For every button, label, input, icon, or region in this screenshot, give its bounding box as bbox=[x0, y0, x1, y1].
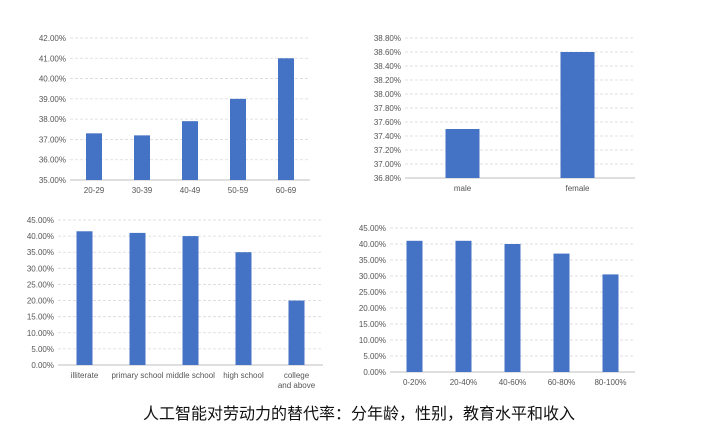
y-tick-label: 30.00% bbox=[27, 264, 54, 273]
y-tick-label: 35.00% bbox=[359, 256, 386, 265]
x-tick-label: 80-100% bbox=[594, 378, 626, 387]
figure-caption: 人工智能对劳动力的替代率：分年龄，性别，教育水平和收入 bbox=[142, 404, 575, 423]
y-tick-label: 37.40% bbox=[374, 132, 401, 141]
bar bbox=[504, 244, 521, 372]
x-tick-label: college and above bbox=[278, 371, 316, 390]
y-tick-label: 15.00% bbox=[359, 320, 386, 329]
y-tick-label: 45.00% bbox=[27, 216, 54, 225]
chart-svg: 0.00% 5.00% 10.00% 15.00% 20.00% 25.00% 30.00%… bbox=[359, 224, 635, 387]
chart-by-age: 35.00% 36.00% 37.00% 38.00% 39.00% 40.00% 41.0… bbox=[30, 28, 330, 203]
x-tick-label: high school bbox=[223, 371, 264, 380]
bar bbox=[182, 236, 199, 365]
y-tick-label: 42.00% bbox=[39, 34, 66, 43]
bar bbox=[235, 252, 252, 365]
y-tick-label: 30.00% bbox=[359, 272, 386, 281]
bar bbox=[76, 231, 93, 365]
y-tick-label: 37.20% bbox=[374, 146, 401, 155]
y-tick-label: 41.00% bbox=[39, 54, 66, 63]
y-tick-label: 36.00% bbox=[39, 156, 66, 165]
bar bbox=[230, 98, 246, 180]
y-tick-label: 0.00% bbox=[363, 368, 386, 377]
x-tick-label: 0-20% bbox=[403, 378, 426, 387]
chart-by-gender: 36.80% 37.00% 37.20% 37.40% 37.60% 37.80% 38.0… bbox=[345, 28, 645, 203]
y-tick-label: 37.60% bbox=[374, 118, 401, 127]
x-tick-label: 20-29 bbox=[84, 186, 105, 195]
x-tick-label: illiterate bbox=[71, 371, 99, 380]
y-tick-label: 38.60% bbox=[374, 48, 401, 57]
x-tick-label: male bbox=[454, 184, 472, 193]
y-tick-label: 10.00% bbox=[27, 329, 54, 338]
y-tick-label: 38.00% bbox=[39, 115, 66, 124]
x-tick-label: 60-80% bbox=[548, 378, 576, 387]
x-tick-label: middle school bbox=[166, 371, 215, 380]
bar bbox=[553, 253, 570, 372]
x-tick-label: 50-59 bbox=[228, 186, 249, 195]
y-tick-label: 25.00% bbox=[359, 288, 386, 297]
chart-svg: 0.00% 5.00% 10.00% 15.00% 20.00% 25.00% 30.00%… bbox=[27, 216, 323, 390]
chart-svg: 36.80% 37.00% 37.20% 37.40% 37.60% 37.80% 38.0… bbox=[374, 34, 635, 193]
bar bbox=[445, 129, 480, 178]
y-tick-label: 38.40% bbox=[374, 62, 401, 71]
y-tick-label: 35.00% bbox=[39, 176, 66, 185]
chart-by-income: 0.00% 5.00% 10.00% 15.00% 20.00% 25.00% 30.00%… bbox=[350, 220, 640, 395]
x-tick-label: 40-49 bbox=[180, 186, 201, 195]
bar bbox=[278, 58, 294, 180]
y-tick-label: 45.00% bbox=[359, 224, 386, 233]
y-tick-label: 25.00% bbox=[27, 280, 54, 289]
y-tick-label: 39.00% bbox=[39, 95, 66, 104]
bar bbox=[560, 52, 595, 178]
x-tick-label: 30-39 bbox=[132, 186, 153, 195]
x-tick-label: female bbox=[565, 184, 590, 193]
y-tick-label: 35.00% bbox=[27, 248, 54, 257]
bar bbox=[406, 240, 423, 372]
y-tick-label: 40.00% bbox=[39, 75, 66, 84]
y-tick-label: 40.00% bbox=[27, 232, 54, 241]
y-tick-label: 37.00% bbox=[374, 160, 401, 169]
bar bbox=[182, 121, 198, 180]
x-tick-label: 20-40% bbox=[450, 378, 478, 387]
y-tick-label: 5.00% bbox=[31, 345, 54, 354]
y-tick-label: 38.00% bbox=[374, 90, 401, 99]
y-tick-label: 38.80% bbox=[374, 34, 401, 43]
bar bbox=[288, 300, 305, 365]
bar bbox=[455, 240, 472, 372]
bar bbox=[602, 274, 619, 372]
x-tick-label: 60-69 bbox=[276, 186, 297, 195]
y-tick-label: 20.00% bbox=[359, 304, 386, 313]
y-tick-label: 36.80% bbox=[374, 174, 401, 183]
y-tick-label: 38.20% bbox=[374, 76, 401, 85]
bar bbox=[86, 133, 102, 180]
chart-by-education: 0.00% 5.00% 10.00% 15.00% 20.00% 25.00% 30.00%… bbox=[27, 212, 328, 395]
chart-svg: 35.00% 36.00% 37.00% 38.00% 39.00% 40.00% 41.0… bbox=[39, 34, 310, 195]
x-tick-label: primary school bbox=[111, 371, 163, 380]
x-tick-label: 40-60% bbox=[499, 378, 527, 387]
y-tick-label: 20.00% bbox=[27, 297, 54, 306]
y-tick-label: 37.00% bbox=[39, 135, 66, 144]
y-tick-label: 40.00% bbox=[359, 240, 386, 249]
y-tick-label: 5.00% bbox=[363, 352, 386, 361]
y-tick-label: 0.00% bbox=[31, 361, 54, 370]
bar bbox=[129, 232, 146, 365]
y-tick-label: 10.00% bbox=[359, 336, 386, 345]
y-tick-label: 37.80% bbox=[374, 104, 401, 113]
bar bbox=[134, 135, 150, 180]
y-tick-label: 15.00% bbox=[27, 313, 54, 322]
